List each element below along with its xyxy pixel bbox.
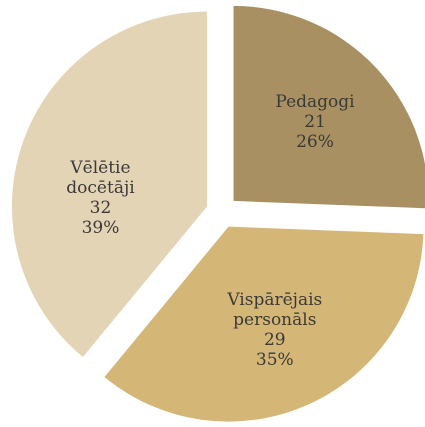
value-label: 32 [89,198,112,219]
value-label: 21 [304,112,326,133]
category-label: Vēlētie docētāji [66,158,135,199]
category-label: Vispārējais personāls [227,289,323,330]
pie-slice [11,11,207,358]
value-label: 29 [263,329,286,350]
percent-label: 39% [81,218,120,239]
slice-label: Vēlētie docētāji 32 39% [35,158,165,238]
category-label: Pedagogi [275,92,355,113]
percent-label: 35% [255,349,294,370]
pie-slice [104,226,424,422]
pie-slice [233,5,425,209]
slice-label: Pedagogi 21 26% [250,92,380,152]
percent-label: 26% [296,132,334,153]
slice-label: Vispārējais personāls 29 35% [210,290,340,370]
